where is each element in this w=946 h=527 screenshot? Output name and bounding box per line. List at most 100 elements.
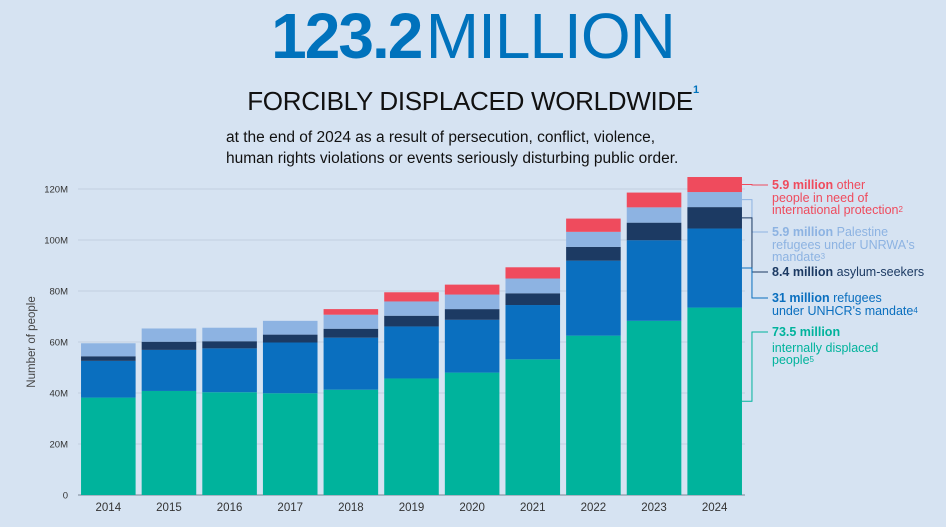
bar-segment bbox=[202, 341, 257, 349]
legend-value-asylum: 8.4 million bbox=[772, 265, 834, 279]
bar-segment bbox=[444, 284, 500, 295]
headline-unit: MILLION bbox=[425, 0, 676, 72]
x-tick-label: 2021 bbox=[520, 502, 546, 514]
bar-segment bbox=[626, 222, 682, 241]
bar-segment bbox=[384, 315, 439, 327]
bar-segment bbox=[323, 389, 379, 495]
x-tick-label: 2014 bbox=[96, 502, 122, 514]
legend-value-refugees: 31 million bbox=[772, 291, 830, 305]
y-axis-label: Number of people bbox=[26, 296, 38, 387]
x-tick-label: 2023 bbox=[641, 502, 667, 514]
legend-entry-unrwa: 5.9 million Palestine refugees under UNR… bbox=[772, 226, 915, 264]
headline-number: 123.2 bbox=[271, 0, 423, 72]
legend-text-idp-3: people bbox=[772, 353, 810, 367]
bar-segment bbox=[505, 278, 561, 294]
bar-segment bbox=[687, 207, 742, 229]
x-tick-label: 2022 bbox=[581, 502, 607, 514]
bar-segment bbox=[384, 326, 439, 379]
bar-segment bbox=[384, 292, 439, 302]
bar-segment bbox=[687, 307, 742, 495]
bar-segment bbox=[687, 192, 742, 208]
legend-entry-refugees: 31 million refugees under UNHCR's mandat… bbox=[772, 292, 918, 317]
bar-segment bbox=[262, 342, 318, 394]
bar-segment bbox=[505, 359, 561, 495]
legend-value-unrwa: 5.9 million bbox=[772, 225, 834, 239]
bar-segment bbox=[141, 349, 197, 391]
bar-segment bbox=[566, 260, 621, 336]
bar-segment bbox=[323, 314, 379, 329]
bar-segment bbox=[566, 218, 621, 232]
bar-segment bbox=[202, 348, 257, 393]
y-tick-label: 60M bbox=[50, 338, 69, 349]
bar-segment bbox=[444, 294, 500, 310]
x-tick-label: 2016 bbox=[217, 502, 243, 514]
subtitle: FORCIBLY DISPLACED WORLDWIDE1 bbox=[0, 84, 946, 117]
bar-segment bbox=[202, 327, 257, 342]
legend-text-asylum-1: asylum-seekers bbox=[836, 265, 925, 279]
headline: 123.2 MILLION bbox=[0, 4, 946, 68]
legend-value-idp: 73.5 million bbox=[772, 325, 841, 339]
bar-segment bbox=[626, 207, 682, 223]
bar-segment bbox=[323, 309, 379, 315]
intro-line-2: human rights violations or events seriou… bbox=[226, 150, 679, 167]
bar-segment bbox=[262, 320, 318, 335]
bar-segment bbox=[444, 372, 500, 495]
legend-entry-asylum: 8.4 million asylum-seekers bbox=[772, 266, 924, 279]
bar-segment bbox=[323, 328, 379, 338]
bar-segment bbox=[81, 360, 136, 398]
legend-text-refugees-1: refugees bbox=[833, 291, 882, 305]
x-tick-label: 2017 bbox=[277, 502, 303, 514]
bar-segment bbox=[566, 231, 621, 247]
bar-segment bbox=[262, 334, 318, 343]
bar-segment bbox=[323, 337, 379, 390]
bar-segment bbox=[141, 390, 197, 495]
x-tick-label: 2015 bbox=[156, 502, 182, 514]
bar-segment bbox=[384, 301, 439, 316]
x-tick-label: 2019 bbox=[399, 502, 425, 514]
bar-segment bbox=[626, 240, 682, 321]
legend-text-idp-2: internally displaced bbox=[772, 340, 879, 355]
legend-connector bbox=[741, 199, 768, 233]
bar-segment bbox=[566, 246, 621, 261]
bar-segment bbox=[81, 397, 136, 495]
y-tick-label: 0 bbox=[63, 491, 68, 502]
legend-connector bbox=[741, 217, 768, 273]
x-tick-label: 2020 bbox=[459, 502, 485, 514]
y-tick-label: 80M bbox=[50, 287, 69, 298]
y-tick-label: 100M bbox=[44, 236, 68, 247]
legend-value-other: 5.9 million bbox=[772, 178, 834, 192]
bar-segment bbox=[505, 267, 561, 279]
x-tick-label: 2018 bbox=[338, 502, 364, 514]
legend-connector bbox=[741, 267, 768, 299]
legend-text-other-1: other bbox=[836, 178, 866, 192]
bar-segment bbox=[687, 228, 742, 308]
bar-segment bbox=[505, 305, 561, 360]
x-tick-label: 2024 bbox=[702, 502, 728, 514]
bar-segment bbox=[384, 378, 439, 495]
y-tick-label: 40M bbox=[50, 389, 69, 400]
intro-text: at the end of 2024 as a result of persec… bbox=[226, 127, 746, 169]
legend-footnote-unrwa: 3 bbox=[820, 252, 826, 261]
legend-footnote-other: 2 bbox=[898, 205, 903, 214]
legend-connector bbox=[741, 331, 768, 402]
bar-segment bbox=[262, 393, 318, 495]
legend-text-refugees-2: under UNHCR's mandate bbox=[772, 303, 914, 318]
legend-text-other-3: international protection bbox=[772, 203, 899, 217]
legend-entry-other: 5.9 million other people in need of inte… bbox=[772, 179, 903, 217]
bar-segment bbox=[141, 328, 197, 342]
legend-entry-idp: 73.5 million internally displaced people… bbox=[772, 326, 878, 367]
bar-segment bbox=[141, 341, 197, 350]
legend-text-unrwa-3: mandate bbox=[772, 250, 821, 264]
bar-segment bbox=[626, 320, 682, 495]
subtitle-text: FORCIBLY DISPLACED WORLDWIDE bbox=[247, 86, 693, 116]
y-tick-label: 120M bbox=[44, 185, 68, 196]
bar-segment bbox=[566, 335, 621, 495]
bar-segment bbox=[444, 309, 500, 320]
legend-text-other-2: people in need of bbox=[772, 190, 868, 205]
bar-segment bbox=[626, 192, 682, 208]
y-tick-label: 20M bbox=[50, 440, 69, 451]
legend-text-unrwa-2: refugees under UNRWA's bbox=[772, 237, 915, 252]
bar-segment bbox=[202, 392, 257, 495]
legend-footnote-refugees: 4 bbox=[913, 305, 918, 315]
